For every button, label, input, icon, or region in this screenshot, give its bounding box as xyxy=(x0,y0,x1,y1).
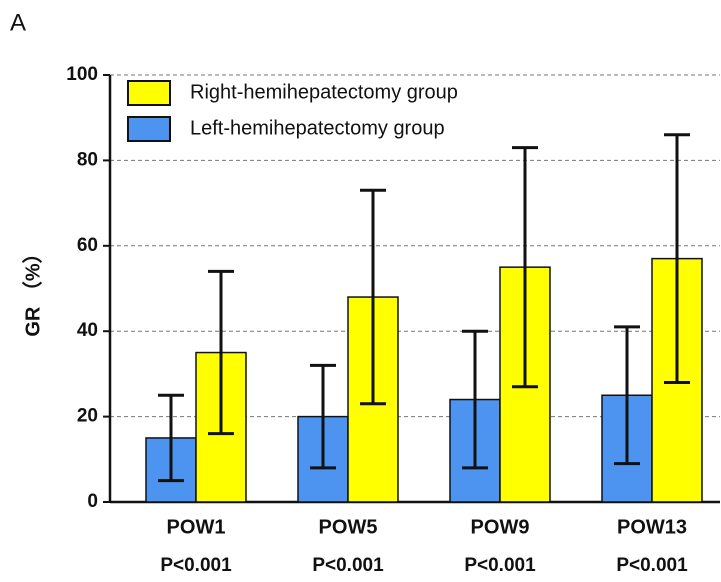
y-tick-label: 60 xyxy=(77,235,98,256)
p-value: P<0.001 xyxy=(616,555,688,576)
x-tick-label: POW9 xyxy=(471,516,530,538)
y-tick-label: 0 xyxy=(87,491,98,512)
y-tick-label: 40 xyxy=(77,320,98,341)
x-tick-label: POW13 xyxy=(617,516,687,538)
panel-label: A xyxy=(10,9,26,36)
x-tick-label: POW5 xyxy=(319,516,378,538)
legend-label: Right-hemihepatectomy group xyxy=(190,81,458,103)
p-value: P<0.001 xyxy=(160,555,232,576)
legend-swatch xyxy=(127,80,171,106)
p-value: P<0.001 xyxy=(312,555,384,576)
p-value: P<0.001 xyxy=(464,555,536,576)
x-tick-label: POW1 xyxy=(167,516,226,538)
y-tick-label: 100 xyxy=(66,64,98,85)
y-tick-label: 20 xyxy=(77,406,98,427)
legend-swatch xyxy=(127,116,171,142)
y-axis-label: GR （%） xyxy=(21,243,44,336)
legend-label: Left-hemihepatectomy group xyxy=(190,117,445,139)
y-tick-label: 80 xyxy=(77,149,98,170)
